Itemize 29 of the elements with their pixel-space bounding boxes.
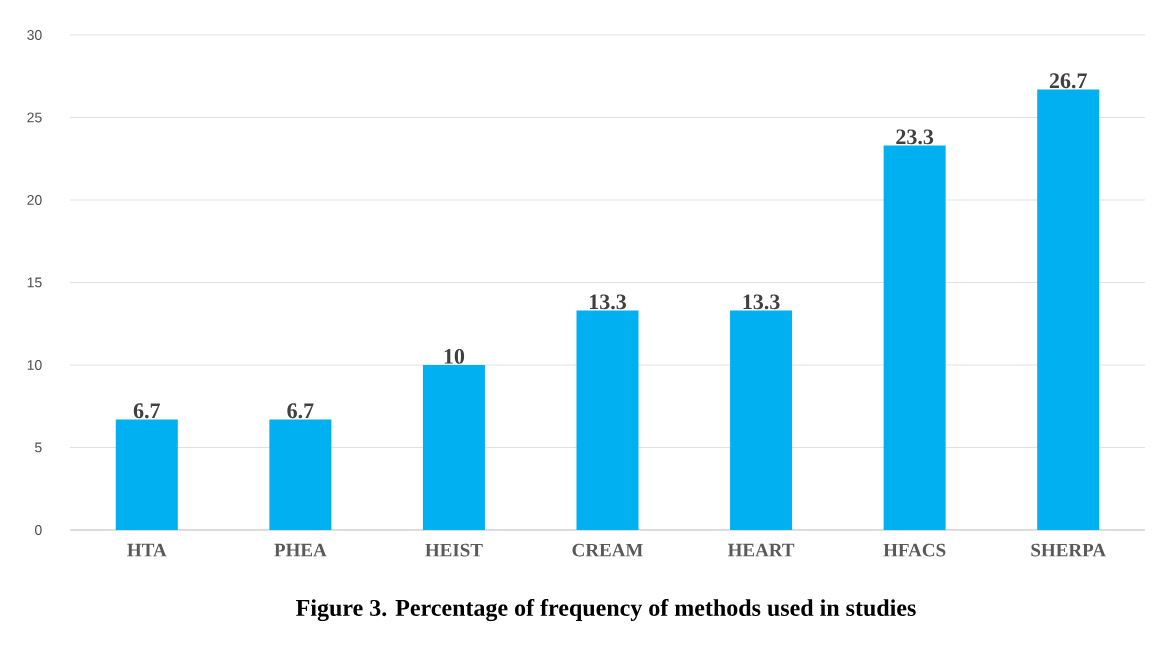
data-label: 6.7	[287, 403, 314, 419]
bar	[422, 364, 485, 530]
x-tick-label: HEART	[727, 543, 795, 557]
y-tick-label: 15	[27, 277, 42, 288]
x-tick-label: HEIST	[425, 543, 483, 557]
data-label: 26.7	[1049, 73, 1087, 89]
x-tick-label: HTA	[127, 543, 167, 557]
data-label: 13.3	[743, 294, 780, 310]
y-tick-label: 5	[35, 442, 42, 453]
y-tick-label: 10	[27, 360, 42, 370]
y-tick-label: 30	[27, 30, 42, 40]
x-tick-label: SHERPA	[1031, 543, 1106, 557]
text: Figure 3. Percentage of frequency of methods used in studies	[296, 598, 916, 622]
y-tick-label: 20	[27, 195, 42, 205]
x-tick-label: CREAM	[572, 543, 643, 557]
bar	[1037, 89, 1100, 530]
y-tick-label: 0	[35, 525, 42, 535]
bar	[730, 310, 793, 530]
x-tick-label: HFACS	[883, 543, 946, 557]
bar	[576, 310, 639, 530]
x-tick-label: PHEA	[274, 543, 327, 557]
data-label: 23.3	[896, 129, 934, 145]
bar	[115, 419, 178, 530]
bar	[269, 419, 332, 530]
data-label: 13.3	[590, 294, 626, 310]
data-label: 6.7	[133, 403, 161, 419]
bar	[883, 145, 946, 530]
y-tick-label: 25	[27, 112, 42, 123]
data-label: 10	[444, 348, 465, 364]
